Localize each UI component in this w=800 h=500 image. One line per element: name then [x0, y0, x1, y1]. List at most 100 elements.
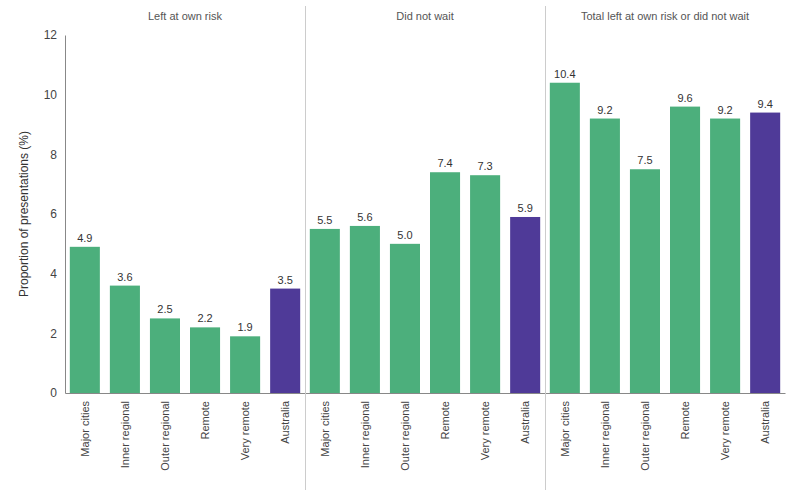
x-tick: Australia	[759, 393, 771, 444]
data-labels: 4.93.62.52.21.93.5	[77, 232, 293, 334]
x-tick-label: Australia	[759, 400, 771, 444]
x-tick: Inner regional	[599, 393, 611, 468]
x-tick-label: Australia	[519, 400, 531, 444]
y-tick: 8	[50, 148, 65, 162]
data-label: 10.4	[554, 68, 575, 80]
bars	[310, 172, 540, 393]
x-tick-label: Outer regional	[159, 401, 171, 471]
x-tick: Outer regional	[639, 393, 651, 471]
x-tick: Major cities	[319, 393, 331, 457]
x-tick-label: Remote	[199, 401, 211, 440]
x-tick: Outer regional	[399, 393, 411, 471]
y-tick: 6	[50, 207, 65, 221]
panel-title: Did not wait	[396, 10, 453, 22]
bar	[430, 172, 460, 393]
data-label: 9.6	[677, 92, 692, 104]
x-axis-line	[66, 393, 306, 394]
bar	[190, 327, 220, 393]
bar	[390, 244, 420, 393]
data-labels: 10.4 9.2 7.5 9.6 9.2 9.4	[554, 68, 773, 167]
x-tick-label: Very remote	[719, 401, 731, 460]
data-label: 9.2	[597, 104, 612, 116]
data-label: 5.5	[317, 214, 332, 226]
data-label: 5.6	[357, 211, 372, 223]
data-label: 7.3	[477, 160, 492, 172]
x-tick-label: Inner regional	[599, 401, 611, 468]
x-tick-label: Remote	[679, 401, 691, 440]
bar	[670, 107, 700, 393]
y-tick-label: 8	[50, 148, 57, 162]
x-tick-label: Very remote	[479, 401, 491, 460]
panel: Total left at own risk or did not wait 10…	[546, 10, 786, 471]
panel-title: Left at own risk	[148, 10, 222, 22]
x-tick-label: Inner regional	[359, 401, 371, 468]
y-axis-title: Proportion of presentations (%)	[17, 131, 31, 297]
x-tick: Remote	[199, 393, 211, 440]
bar	[110, 286, 140, 393]
x-tick: Very remote	[719, 393, 731, 460]
x-axis: Major cities Inner regional Outer regional…	[306, 393, 546, 471]
panel: Left at own risk4.93.62.52.21.93.5Major …	[44, 10, 306, 471]
data-label: 7.4	[437, 157, 452, 169]
y-tick-label: 6	[50, 207, 57, 221]
data-labels: 5.5 5.6 5.0 7.4 7.3 5.9	[317, 157, 533, 241]
x-tick: Australia	[519, 393, 531, 444]
y-tick-label: 4	[50, 267, 57, 281]
y-axis-line	[65, 36, 66, 394]
x-tick-label: Outer regional	[399, 401, 411, 471]
x-tick-label: Very remote	[239, 401, 251, 460]
bar	[150, 318, 180, 393]
y-tick-label: 12	[44, 28, 58, 42]
data-label: 7.5	[637, 154, 652, 166]
y-tick: 10	[44, 88, 65, 102]
data-label: 2.5	[157, 303, 172, 315]
bar	[510, 217, 540, 393]
bar	[710, 119, 740, 393]
y-tick: 0	[50, 386, 65, 400]
x-tick-label: Major cities	[79, 401, 91, 457]
x-tick: Remote	[679, 393, 691, 440]
x-tick-label: Major cities	[319, 401, 331, 457]
data-label: 1.9	[237, 321, 252, 333]
bar	[630, 169, 660, 393]
x-tick-label: Major cities	[559, 401, 571, 457]
x-tick-label: Outer regional	[639, 401, 651, 471]
x-tick: Inner regional	[359, 393, 371, 468]
data-label: 5.9	[518, 202, 533, 214]
y-tick-label: 0	[50, 386, 57, 400]
x-axis-line	[546, 393, 786, 394]
chart: Left at own risk4.93.62.52.21.93.5Major …	[0, 0, 800, 500]
panel-separator	[305, 6, 306, 490]
y-tick-label: 10	[44, 88, 58, 102]
panel: Did not wait 5.5 5.6 5.0 7.4 7.3 5.9 Major citi…	[306, 10, 546, 471]
x-tick: Very remote	[479, 393, 491, 460]
y-axis: 0 2 4 6 8 10 12	[44, 28, 66, 400]
data-label: 9.4	[758, 98, 773, 110]
x-tick-label: Inner regional	[119, 401, 131, 468]
x-tick: Australia	[279, 393, 291, 444]
data-label: 3.5	[278, 274, 293, 286]
data-label: 9.2	[717, 104, 732, 116]
bar	[70, 247, 100, 393]
x-axis-line	[306, 393, 546, 394]
bars	[70, 247, 300, 393]
data-label: 5.0	[397, 229, 412, 241]
x-tick: Very remote	[239, 393, 251, 460]
x-tick: Remote	[439, 393, 451, 440]
x-tick: Inner regional	[119, 393, 131, 468]
x-tick: Outer regional	[159, 393, 171, 471]
data-label: 4.9	[77, 232, 92, 244]
bars	[550, 83, 780, 393]
panel-title: Total left at own risk or did not wait	[581, 10, 749, 22]
x-axis: Major cities Inner regional Outer regional…	[546, 393, 786, 471]
y-tick: 12	[44, 28, 65, 42]
bar	[310, 229, 340, 393]
bar	[350, 226, 380, 393]
bar	[270, 289, 300, 393]
x-tick: Major cities	[559, 393, 571, 457]
panel-separator	[545, 6, 546, 490]
x-tick-label: Australia	[279, 400, 291, 444]
data-label: 2.2	[197, 312, 212, 324]
y-tick: 2	[50, 327, 65, 341]
bar	[470, 175, 500, 393]
